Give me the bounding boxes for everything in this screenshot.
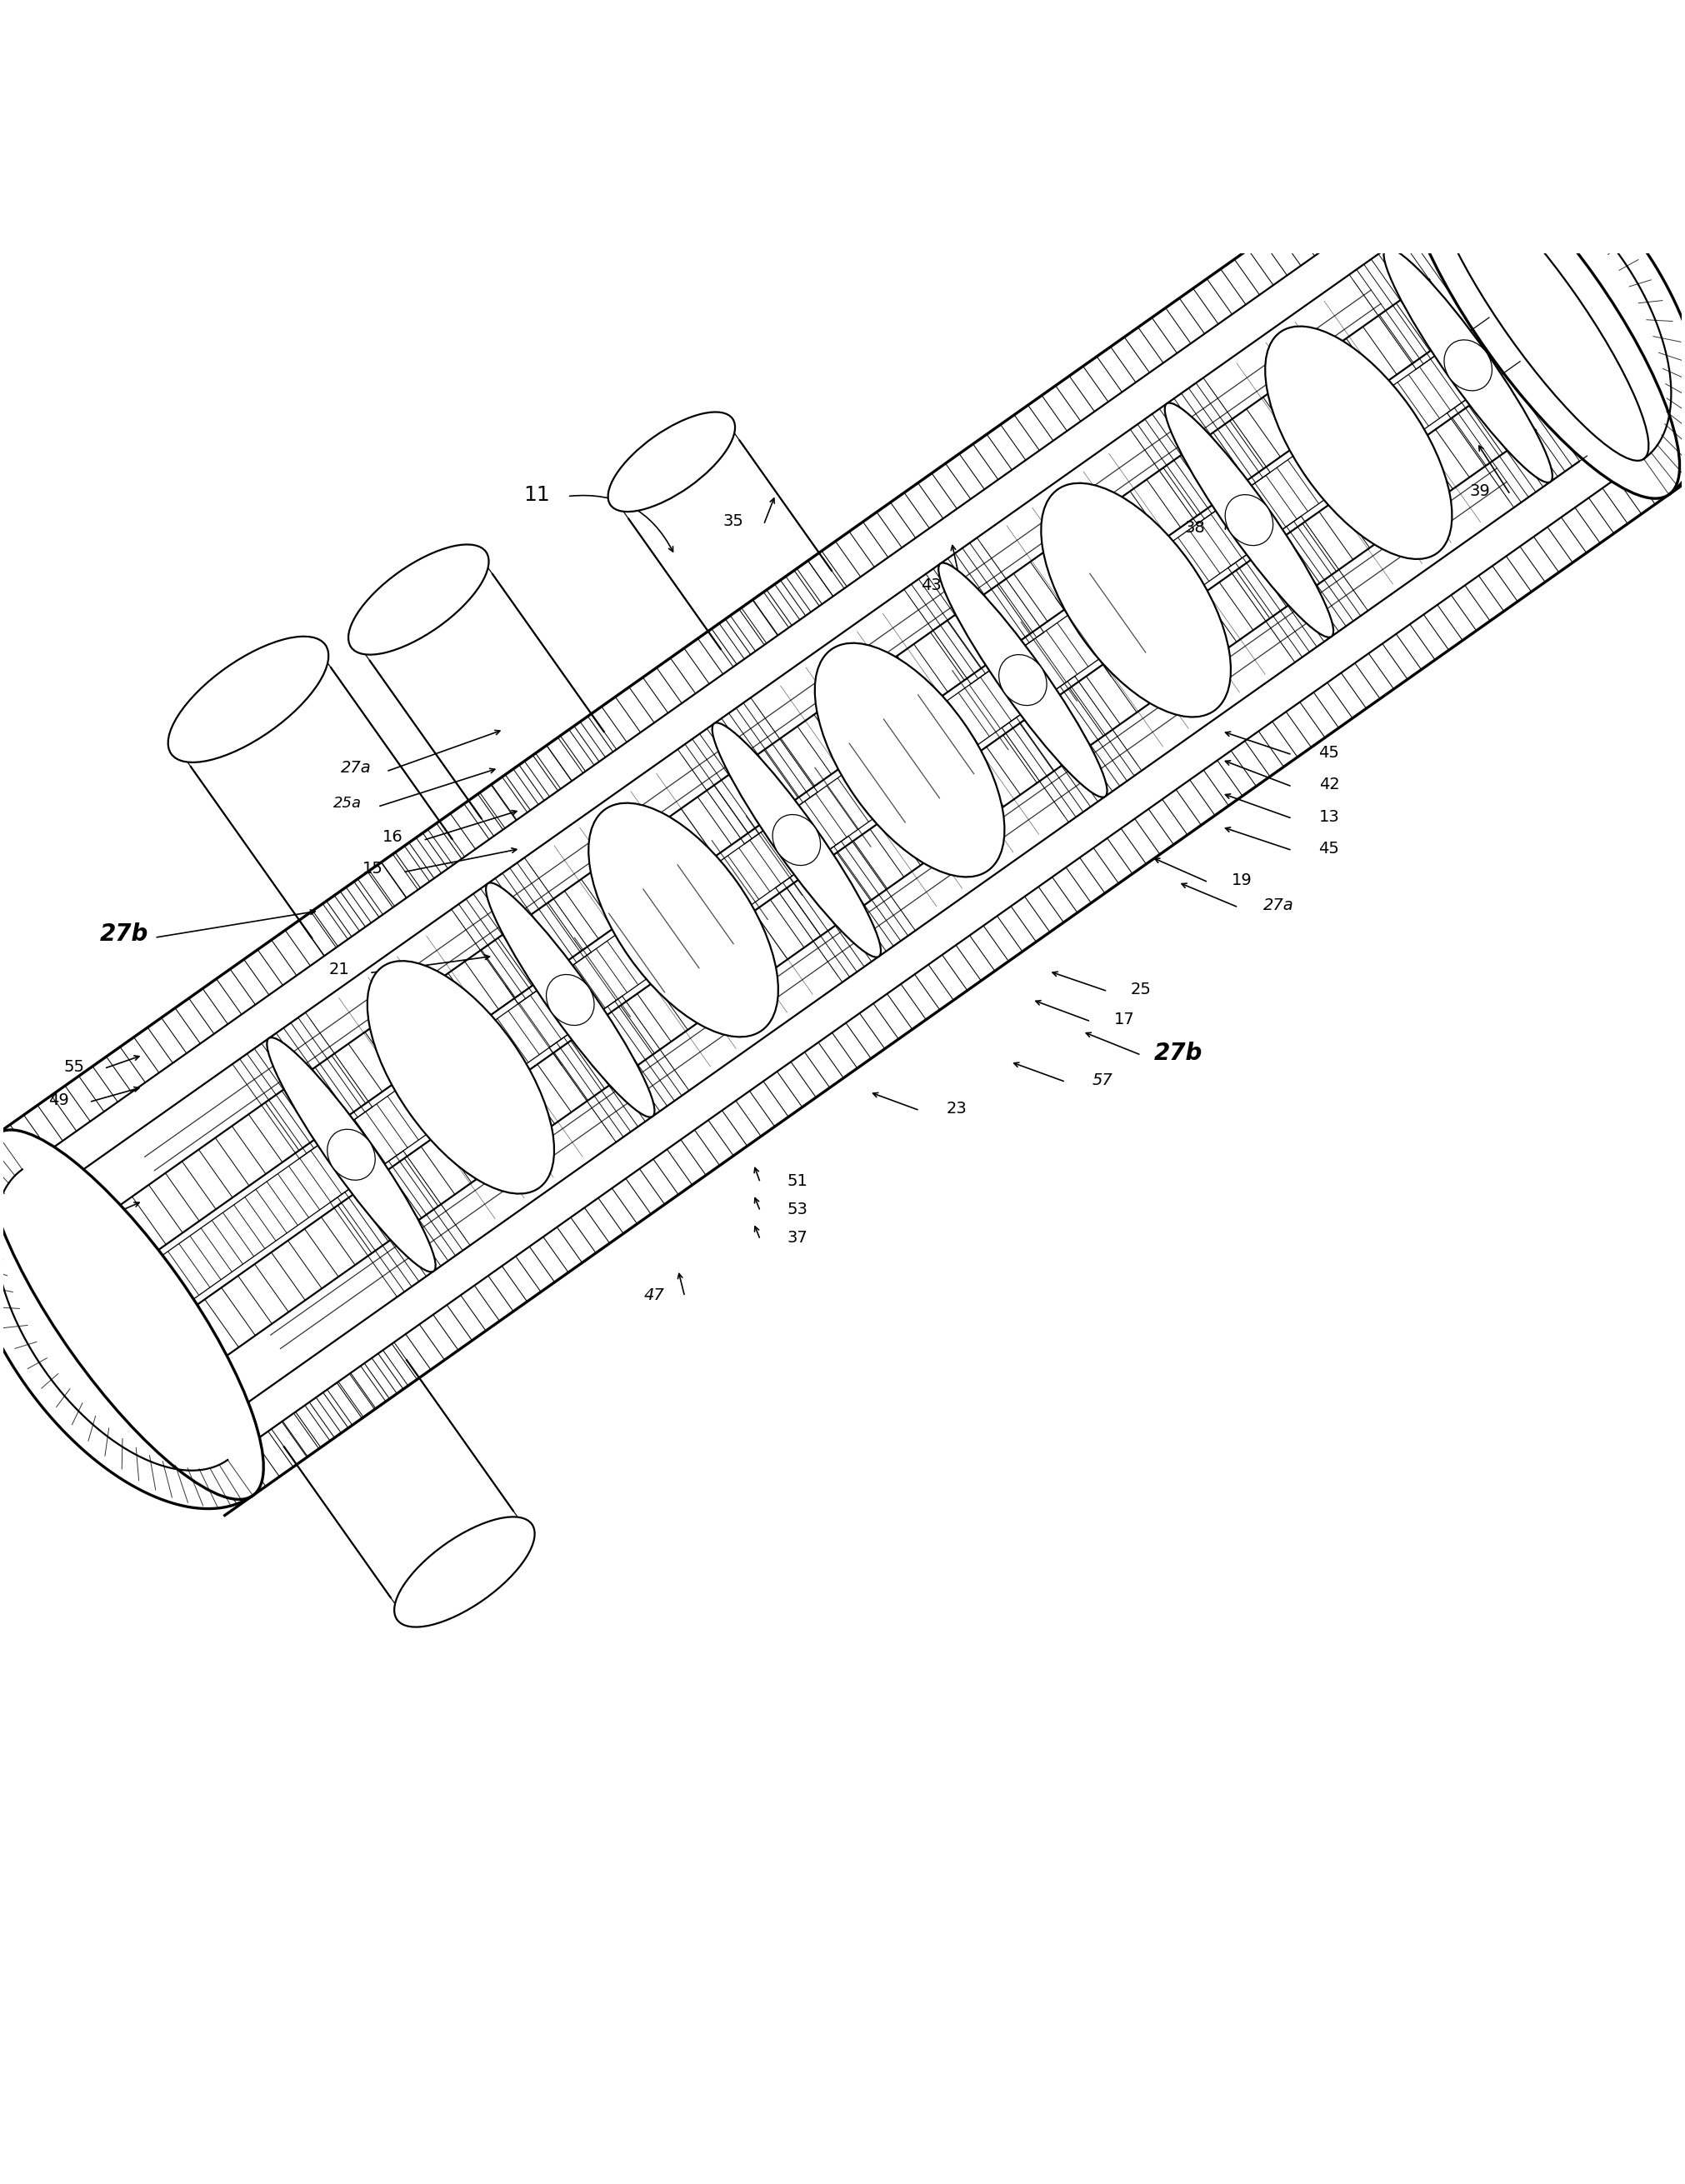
Text: 25: 25: [1131, 983, 1151, 998]
Ellipse shape: [1265, 325, 1452, 559]
Text: 27b: 27b: [1154, 1042, 1203, 1066]
Text: 57: 57: [1092, 1072, 1112, 1088]
Ellipse shape: [1402, 129, 1680, 498]
Ellipse shape: [394, 1518, 534, 1627]
Text: 47: 47: [644, 1286, 666, 1304]
Text: 45: 45: [1319, 841, 1340, 856]
Text: 38: 38: [61, 1210, 81, 1225]
Ellipse shape: [266, 1037, 436, 1271]
Ellipse shape: [0, 1129, 263, 1500]
Ellipse shape: [588, 804, 778, 1037]
Text: 15: 15: [362, 860, 382, 876]
Text: 55: 55: [64, 1059, 84, 1075]
Text: 41: 41: [404, 612, 425, 627]
Text: 16: 16: [382, 830, 403, 845]
Ellipse shape: [1444, 341, 1491, 391]
Text: 23: 23: [947, 1101, 967, 1116]
Ellipse shape: [773, 815, 821, 865]
Text: 42: 42: [1319, 778, 1340, 793]
Ellipse shape: [485, 882, 654, 1116]
Text: 25a: 25a: [334, 795, 362, 810]
Text: 27a: 27a: [1264, 898, 1294, 913]
Text: 37: 37: [787, 1230, 807, 1245]
Ellipse shape: [608, 413, 735, 511]
Ellipse shape: [939, 563, 1107, 797]
Text: 27a: 27a: [340, 760, 371, 775]
Ellipse shape: [999, 655, 1046, 705]
Text: 43: 43: [922, 577, 942, 594]
Text: 19: 19: [1232, 874, 1252, 889]
Text: 49: 49: [49, 1092, 69, 1107]
Text: 38: 38: [1185, 520, 1205, 535]
Text: 51: 51: [787, 1173, 807, 1188]
Text: 45: 45: [1319, 745, 1340, 760]
Ellipse shape: [713, 723, 881, 957]
Ellipse shape: [1383, 249, 1552, 483]
Ellipse shape: [327, 1129, 376, 1179]
Ellipse shape: [367, 961, 554, 1195]
Text: 53: 53: [787, 1201, 807, 1216]
Ellipse shape: [1434, 166, 1648, 461]
Ellipse shape: [1164, 402, 1333, 638]
Text: 17: 17: [1114, 1011, 1134, 1029]
Text: 13: 13: [1319, 808, 1340, 826]
Text: 21: 21: [329, 961, 349, 978]
Text: 27b: 27b: [99, 922, 148, 946]
Ellipse shape: [546, 974, 595, 1024]
Ellipse shape: [1041, 483, 1230, 716]
Text: 11: 11: [524, 485, 551, 505]
Ellipse shape: [1225, 494, 1274, 546]
Ellipse shape: [349, 544, 489, 655]
Text: 35: 35: [723, 513, 743, 529]
Text: 39: 39: [1469, 483, 1491, 500]
Ellipse shape: [816, 642, 1004, 878]
Ellipse shape: [169, 636, 329, 762]
